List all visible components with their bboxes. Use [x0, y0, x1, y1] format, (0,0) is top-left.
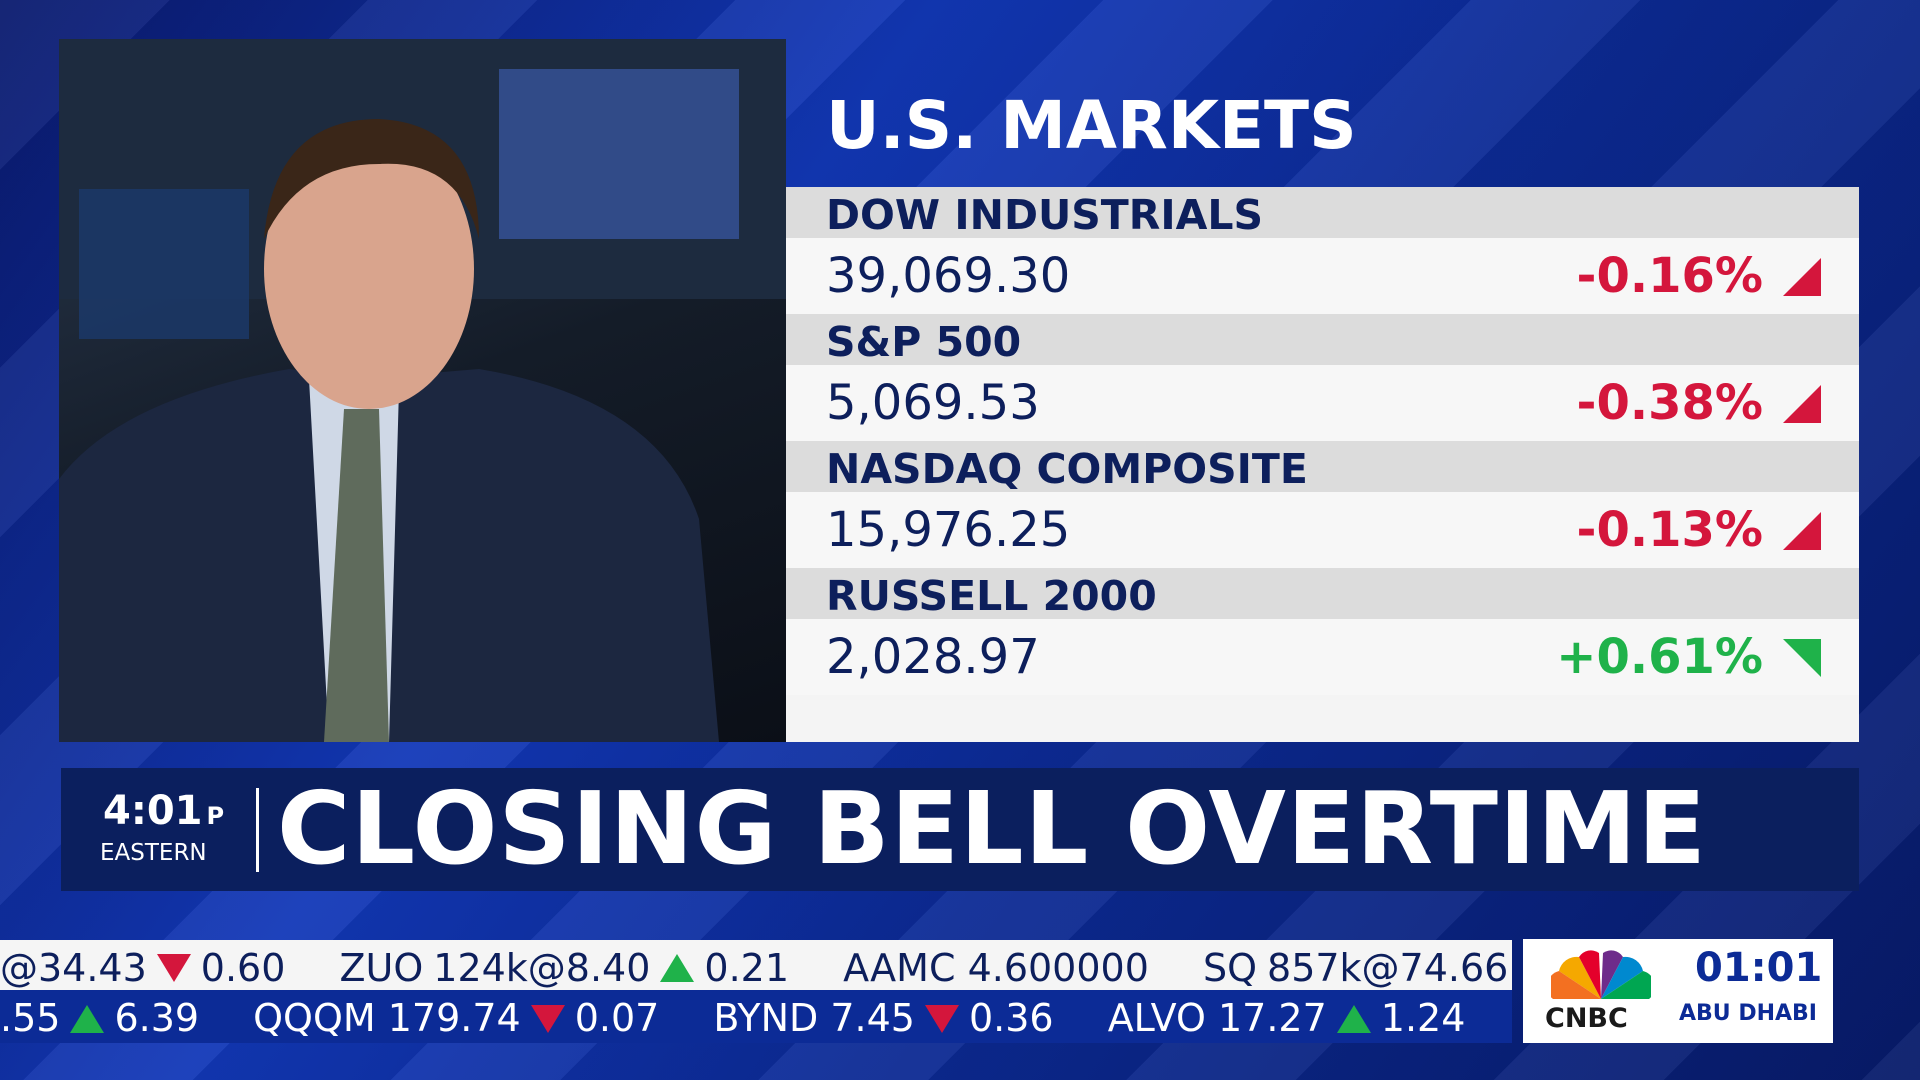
- clock-time: 4:01: [103, 788, 203, 834]
- up-arrow: [660, 953, 695, 982]
- row-value-bg: 2,028.97 +0.61%: [786, 619, 1859, 695]
- index-change: -0.13%: [1576, 502, 1763, 558]
- ticker-symbol: SQ: [1202, 945, 1258, 990]
- ticker-text: 857k@74.66: [1267, 945, 1509, 990]
- down-arrow: [1783, 385, 1821, 423]
- down-arrow: [530, 1004, 565, 1033]
- ticker-text: 124k@8.40: [433, 945, 651, 990]
- down-arrow: [156, 953, 191, 982]
- index-change: +0.61%: [1556, 629, 1763, 685]
- row-value-bg: 5,069.53 -0.38%: [786, 365, 1859, 441]
- row-value-bg: 15,976.25 -0.13%: [786, 492, 1859, 568]
- index-value: 2,028.97: [826, 629, 1040, 685]
- monitor: [499, 69, 739, 239]
- row-label-bg: NASDAQ COMPOSITE: [786, 441, 1859, 493]
- ticker-change: 6.39: [114, 996, 200, 1040]
- index-value: 39,069.30: [826, 248, 1071, 304]
- index-value: 15,976.25: [826, 502, 1071, 558]
- clock-ampm: P: [206, 802, 225, 830]
- divider: [256, 788, 259, 872]
- ticker-change: 0.21: [704, 945, 790, 990]
- index-name: RUSSELL 2000: [826, 572, 1157, 620]
- screen-sign: [79, 189, 249, 339]
- show-title: CLOSING BELL OVERTIME: [277, 770, 1707, 887]
- down-arrow: [924, 1004, 959, 1033]
- local-city: ABU DHABI: [1679, 1001, 1817, 1026]
- ticker-top: @34.43 0.60 ZUO 124k@8.40 0.21 AAMC 4.60000…: [0, 940, 1512, 990]
- index-change: -0.16%: [1576, 248, 1763, 304]
- ticker-text: @34.43: [0, 945, 147, 990]
- up-arrow: [70, 1004, 105, 1033]
- ticker-bottom: .55 6.39 QQQM 179.74 0.07 BYND 7.45 0.36 AL…: [0, 990, 1512, 1043]
- face: [264, 129, 474, 409]
- ticker-change: 0.60: [200, 945, 286, 990]
- ticker-text: BYND 7.45: [713, 996, 915, 1040]
- ticker-change: 0.36: [968, 996, 1054, 1040]
- ticker-text: .55: [0, 996, 61, 1040]
- hair: [264, 119, 479, 239]
- up-arrow: [1336, 1004, 1371, 1033]
- peacock: [1551, 950, 1651, 999]
- brand: CNBC: [1545, 1003, 1628, 1034]
- ticker-text: QQQM 179.74: [253, 996, 521, 1040]
- show-banner: 4:01 P EASTERN CLOSING BELL OVERTIME: [61, 768, 1859, 891]
- tie: [324, 409, 389, 742]
- index-change: -0.38%: [1576, 375, 1763, 431]
- video-feed: [59, 39, 786, 742]
- clock: 4:01 P: [103, 788, 224, 834]
- network-bug: CNBC 01:01 ABU DHABI: [1523, 939, 1833, 1043]
- ticker-text: ALVO 17.27: [1107, 996, 1327, 1040]
- ticker-symbol: ZUO: [339, 945, 424, 990]
- down-arrow: [1783, 512, 1821, 550]
- index-name: S&P 500: [826, 318, 1022, 366]
- ticker-change: 0.07: [574, 996, 660, 1040]
- row-label-bg: S&P 500: [786, 314, 1859, 366]
- row-label-bg: RUSSELL 2000: [786, 568, 1859, 620]
- row-label-bg: DOW INDUSTRIALS: [786, 187, 1859, 239]
- ticker-change: 1.24: [1380, 996, 1466, 1040]
- index-name: NASDAQ COMPOSITE: [826, 445, 1308, 493]
- clock-zone: EASTERN: [100, 840, 207, 866]
- markets-panel: DOW INDUSTRIALS 39,069.30 -0.16% S&P 500 …: [786, 187, 1859, 742]
- down-arrow: [1783, 258, 1821, 296]
- index-value: 5,069.53: [826, 375, 1040, 431]
- ticker-text: AAMC 4.600000: [843, 945, 1149, 990]
- row-value-bg: 39,069.30 -0.16%: [786, 238, 1859, 314]
- index-name: DOW INDUSTRIALS: [826, 191, 1263, 239]
- local-clock: 01:01: [1695, 945, 1823, 991]
- video-scene: [59, 39, 786, 742]
- panel-title: U.S. MARKETS: [826, 87, 1357, 164]
- up-arrow: [1783, 639, 1821, 677]
